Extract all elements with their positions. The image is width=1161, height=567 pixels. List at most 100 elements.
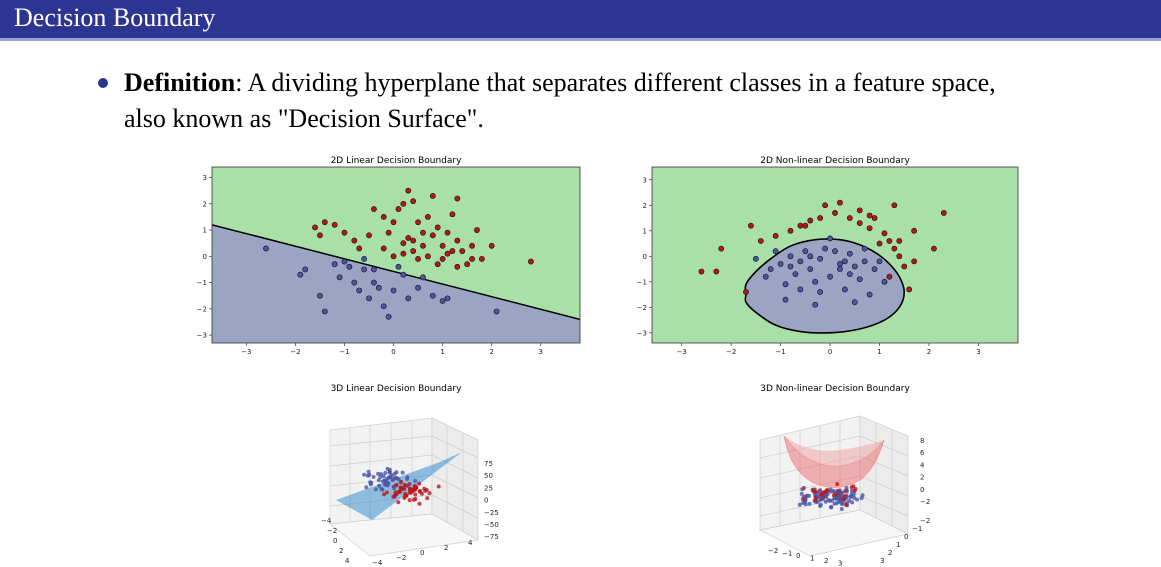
y-tick-label: 3	[880, 557, 884, 565]
point-class-red	[837, 199, 843, 206]
point-class-red	[866, 212, 873, 219]
point-class-red	[825, 488, 830, 493]
point-class-blue	[767, 266, 774, 272]
z-tick-label: −75	[484, 533, 499, 541]
y-tick-label: 1	[203, 227, 207, 235]
point-class-blue	[822, 245, 829, 252]
point-class-red	[871, 215, 878, 221]
x-tick-label: 3	[539, 348, 543, 356]
bullet-icon	[98, 78, 108, 88]
x-tick-label: 1	[440, 348, 444, 356]
point-class-red	[528, 258, 534, 265]
point-class-blue	[817, 255, 824, 262]
point-class-blue	[405, 475, 410, 480]
decision-plane	[336, 452, 462, 520]
definition-line-1: Definition: A dividing hyperplane that s…	[124, 68, 996, 98]
point-class-red	[901, 263, 908, 270]
y-tick-label: −3	[637, 329, 647, 337]
point-class-red	[424, 253, 431, 260]
point-class-red	[419, 491, 424, 496]
point-class-red	[449, 248, 456, 254]
point-class-blue	[834, 496, 839, 501]
point-class-blue	[400, 470, 405, 475]
point-class-blue	[829, 505, 834, 510]
point-class-blue	[376, 478, 381, 483]
point-class-blue	[371, 474, 376, 479]
x-tick-label: −2	[726, 348, 736, 356]
x-tick-label: 3	[976, 348, 980, 356]
point-class-red	[841, 496, 846, 501]
class-region-blue	[212, 224, 580, 343]
x-tick-label: −2	[290, 348, 300, 356]
point-class-blue	[846, 271, 853, 278]
point-class-blue	[336, 274, 343, 281]
point-class-blue	[777, 261, 784, 267]
z-tick-label: 0	[920, 486, 924, 494]
point-class-red	[312, 224, 318, 231]
y-tick-label: −4	[321, 517, 332, 525]
y-tick-label: 1	[643, 227, 647, 235]
point-class-red	[797, 222, 804, 229]
point-class-red	[407, 498, 412, 503]
point-class-blue	[366, 295, 372, 302]
point-class-red	[718, 245, 725, 252]
x-tick-label: 2	[444, 544, 448, 552]
z-tick-label: 50	[484, 472, 493, 480]
point-class-blue	[818, 504, 823, 509]
point-class-blue	[302, 266, 309, 273]
point-class-blue	[378, 475, 383, 480]
point-class-red	[395, 206, 402, 212]
point-class-red	[807, 217, 814, 224]
point-class-red	[802, 222, 809, 229]
point-class-red	[698, 268, 705, 275]
point-class-red	[410, 198, 417, 205]
point-class-blue	[341, 258, 348, 265]
point-class-red	[891, 202, 898, 209]
point-class-red	[866, 225, 873, 232]
y-tick-label: 3	[643, 176, 647, 184]
point-class-blue	[876, 258, 883, 265]
point-class-red	[843, 502, 848, 507]
plot-frame	[651, 166, 1019, 344]
point-class-red	[429, 192, 436, 199]
chart-title: 3D Non-linear Decision Boundary	[760, 384, 910, 394]
point-class-blue	[807, 501, 812, 506]
point-class-red	[911, 258, 918, 265]
point-class-blue	[844, 486, 849, 491]
point-class-blue	[379, 472, 384, 477]
point-class-blue	[385, 481, 390, 486]
x-tick-label: 2	[489, 348, 493, 356]
point-class-red	[424, 214, 431, 220]
point-class-blue	[331, 261, 338, 268]
point-class-blue	[362, 472, 367, 477]
point-class-blue	[861, 258, 868, 265]
point-class-blue	[383, 478, 388, 483]
point-class-blue	[797, 258, 804, 265]
point-class-red	[412, 485, 417, 490]
point-class-red	[405, 187, 412, 194]
definition-line-2: also known as "Decision Surface".	[124, 104, 484, 133]
point-class-blue	[405, 295, 412, 302]
point-class-red	[474, 227, 480, 233]
point-class-red	[856, 207, 863, 214]
x-tick-label: −1	[782, 550, 792, 558]
point-class-blue	[380, 303, 387, 310]
x-tick-label: 0	[420, 549, 424, 557]
point-class-blue	[762, 273, 769, 280]
point-class-red	[787, 227, 794, 234]
point-class-red	[385, 229, 392, 236]
point-class-blue	[817, 289, 824, 295]
point-class-red	[317, 232, 323, 239]
x-tick-label: 2	[824, 557, 828, 565]
z-tick-label: 0	[484, 497, 488, 505]
point-class-blue	[850, 500, 855, 505]
point-class-blue	[413, 478, 418, 483]
point-class-red	[402, 483, 407, 488]
point-class-blue	[851, 263, 858, 270]
point-class-blue	[317, 292, 323, 299]
point-class-blue	[361, 266, 368, 273]
point-class-red	[405, 235, 412, 241]
point-class-blue	[429, 292, 436, 299]
z-tick-label: −2	[920, 498, 930, 506]
point-class-red	[403, 491, 408, 496]
